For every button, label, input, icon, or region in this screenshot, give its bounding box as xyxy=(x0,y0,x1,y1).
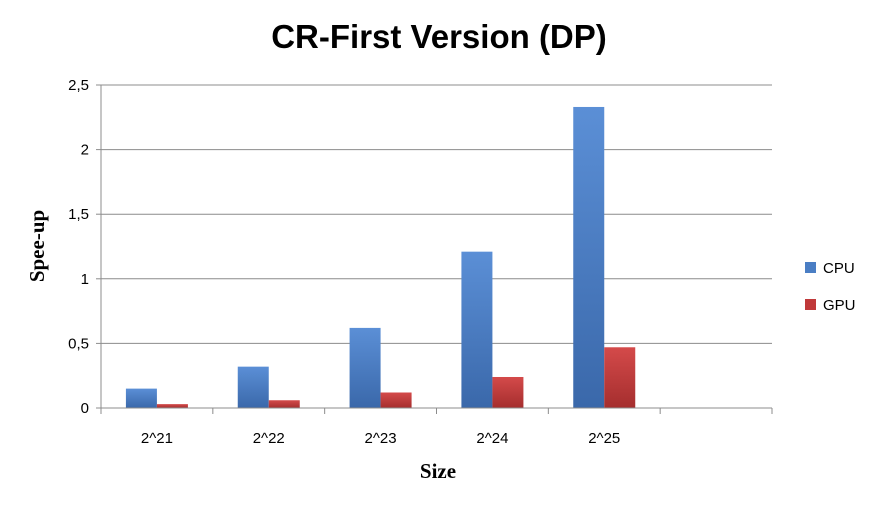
bar-gpu-2 xyxy=(380,392,412,408)
y-axis-title: Spee-up xyxy=(25,210,49,282)
y-tick-label: 2,5 xyxy=(68,77,89,94)
bars xyxy=(125,106,636,409)
bar-cpu-0 xyxy=(125,388,157,408)
bar-cpu-3 xyxy=(461,251,493,408)
y-tick-labels: 0 0,5 1 1,5 2 2,5 xyxy=(68,77,89,417)
bar-gpu-1 xyxy=(268,400,300,408)
x-tick-label: 2^24 xyxy=(476,430,508,447)
legend-swatch-gpu xyxy=(805,299,816,310)
y-tick-label: 2 xyxy=(81,142,89,159)
x-tick-label: 2^22 xyxy=(253,430,285,447)
legend-swatch-cpu xyxy=(805,262,816,273)
bar-cpu-4 xyxy=(573,106,605,409)
legend-label-gpu: GPU xyxy=(823,297,856,314)
x-tick-labels: 2^21 2^22 2^23 2^24 2^25 xyxy=(141,430,620,447)
bar-gpu-4 xyxy=(604,347,636,408)
bar-cpu-1 xyxy=(237,366,269,408)
y-tick-label: 0 xyxy=(81,400,89,417)
x-tick-label: 2^23 xyxy=(365,430,397,447)
bar-cpu-2 xyxy=(349,327,381,408)
bar-gpu-0 xyxy=(156,404,188,408)
y-tick-label: 1,5 xyxy=(68,206,89,223)
y-tick-label: 1 xyxy=(81,271,89,288)
bar-gpu-3 xyxy=(492,376,524,408)
x-tick-label: 2^25 xyxy=(588,430,620,447)
x-axis-title: Size xyxy=(420,459,456,483)
legend: CPU GPU xyxy=(805,260,856,314)
x-tick-label: 2^21 xyxy=(141,430,173,447)
chart-title: CR-First Version (DP) xyxy=(271,18,607,55)
legend-label-cpu: CPU xyxy=(823,260,855,277)
grid-lines xyxy=(101,84,772,344)
y-tick-label: 0,5 xyxy=(68,335,89,352)
axes xyxy=(96,84,773,414)
